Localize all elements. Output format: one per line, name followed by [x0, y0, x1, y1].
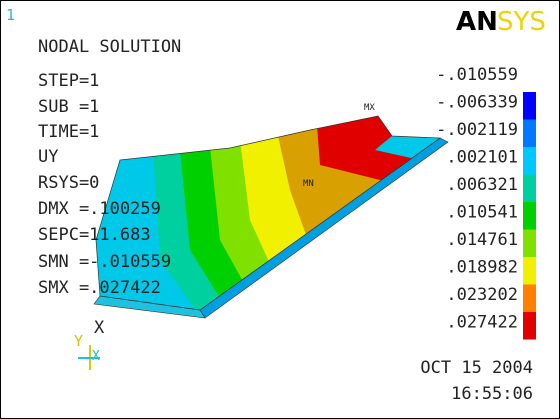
legend-label: .023202 — [446, 285, 518, 305]
info-line: SUB =1 — [38, 97, 99, 117]
logo-sys: SYS — [497, 7, 546, 37]
window-number: 1 — [6, 6, 15, 24]
legend-swatch — [523, 257, 536, 285]
plot-title: NODAL SOLUTION — [38, 37, 181, 57]
page: 1 AN SYS NODAL SOLUTION STEP=1 SUB =1 TIME… — [0, 0, 560, 419]
legend-swatch — [523, 230, 536, 258]
legend-label: .006321 — [446, 175, 518, 195]
date: OCT 15 2004 — [420, 358, 533, 378]
legend-swatch — [523, 147, 536, 175]
legend-label: -.010559 — [436, 65, 518, 85]
legend-swatch — [523, 285, 536, 313]
legend-label: .002101 — [446, 148, 518, 168]
logo-an: AN — [456, 7, 498, 37]
info-line: DMX =.100259 — [38, 199, 161, 219]
legend-swatch — [523, 202, 536, 230]
legend-label: .027422 — [446, 313, 518, 333]
node-marker: X — [94, 318, 105, 338]
legend-label: .018982 — [446, 258, 518, 278]
legend-swatch — [523, 175, 536, 203]
info-line: TIME=1 — [38, 122, 99, 142]
info-line: SMX =.027422 — [38, 278, 161, 298]
info-line: SMN =-.010559 — [38, 252, 171, 272]
time: 16:55:06 — [451, 384, 533, 404]
legend-swatch — [523, 92, 536, 120]
max-marker: MX — [364, 103, 375, 113]
legend-label: .010541 — [446, 203, 518, 223]
info-line: UY — [38, 147, 58, 167]
legend-label: -.006339 — [436, 93, 518, 113]
info-line: SEPC=11.683 — [38, 225, 151, 245]
info-line: RSYS=0 — [38, 173, 99, 193]
legend-swatch — [523, 120, 536, 148]
min-marker: MN — [303, 179, 314, 189]
triad-x: X — [92, 349, 100, 364]
legend-label: -.002119 — [436, 120, 518, 140]
ansys-window: 1 AN SYS NODAL SOLUTION STEP=1 SUB =1 TIME… — [0, 0, 560, 419]
legend-label: .014761 — [446, 230, 518, 250]
triad-y: Y — [74, 332, 83, 350]
legend-swatch — [523, 312, 536, 340]
info-line: STEP=1 — [38, 71, 99, 91]
